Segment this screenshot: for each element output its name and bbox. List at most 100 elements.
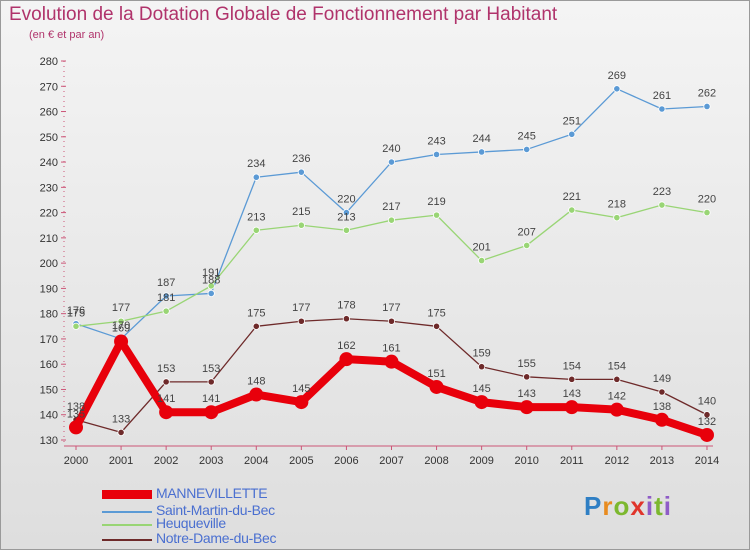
data-point [519, 400, 534, 415]
data-point [204, 405, 219, 420]
data-point [609, 402, 624, 417]
data-point [339, 352, 354, 367]
data-label: 218 [608, 199, 626, 211]
data-point [478, 257, 486, 265]
data-label: 135 [67, 408, 85, 420]
y-tick-label: 220 [40, 208, 58, 220]
data-point [162, 292, 170, 300]
data-point [162, 307, 170, 315]
data-label: 262 [698, 87, 716, 99]
x-tick-label: 2002 [154, 455, 178, 467]
chart-title: Evolution de la Dotation Globale de Fonc… [9, 4, 558, 25]
y-tick-label: 140 [40, 410, 58, 422]
data-label: 234 [247, 158, 265, 170]
x-tick-label: 2011 [560, 455, 584, 467]
y-tick-label: 130 [40, 435, 58, 447]
data-label: 159 [472, 348, 490, 360]
legend-swatch [102, 524, 152, 526]
data-label: 151 [427, 368, 445, 380]
chart-subtitle: (en € et par an) [29, 29, 105, 41]
x-tick-label: 2004 [244, 455, 268, 467]
data-label: 149 [653, 373, 671, 385]
data-label: 154 [563, 360, 581, 372]
data-point [117, 317, 125, 325]
data-label: 132 [698, 416, 716, 428]
x-tick-label: 2000 [64, 455, 88, 467]
data-point [342, 315, 351, 323]
data-point [432, 211, 441, 219]
data-point [523, 373, 531, 381]
data-label: 148 [247, 376, 265, 388]
data-label: 219 [427, 196, 445, 208]
data-label: 221 [563, 191, 581, 203]
data-label: 133 [112, 413, 130, 425]
data-label: 213 [337, 211, 355, 223]
y-tick-label: 270 [40, 81, 58, 93]
data-point [162, 378, 170, 386]
data-point [342, 209, 351, 217]
data-label: 177 [112, 302, 130, 314]
data-point [342, 226, 351, 234]
data-label: 243 [427, 135, 445, 147]
data-point [159, 405, 174, 420]
data-label: 244 [472, 133, 490, 145]
x-tick-label: 2006 [334, 455, 358, 467]
data-label: 176 [67, 305, 85, 317]
y-tick-label: 180 [40, 309, 58, 321]
data-point [658, 388, 666, 396]
data-label: 177 [292, 302, 310, 314]
data-point [72, 322, 80, 330]
data-label: 161 [382, 343, 400, 355]
y-tick-label: 260 [40, 107, 58, 119]
data-label: 261 [653, 90, 671, 102]
data-label: 223 [653, 186, 671, 198]
data-label: 191 [202, 267, 220, 279]
data-label: 141 [202, 393, 220, 405]
data-label: 153 [157, 363, 175, 375]
data-point [613, 375, 621, 383]
x-tick-label: 2012 [605, 455, 629, 467]
data-point [294, 395, 309, 410]
data-point [297, 168, 305, 176]
data-point [564, 400, 579, 415]
data-label: 220 [337, 194, 355, 206]
x-tick-label: 2014 [695, 455, 719, 467]
y-tick-label: 200 [40, 258, 58, 270]
data-label: 215 [292, 206, 310, 218]
data-point [297, 221, 305, 229]
legend-label: Heuqueville [156, 515, 226, 531]
data-label: 170 [112, 320, 130, 332]
y-tick-label: 150 [40, 384, 58, 396]
data-point [432, 150, 441, 159]
data-label: 188 [202, 274, 220, 286]
data-point [654, 412, 669, 427]
data-label: 177 [382, 302, 400, 314]
data-label: 141 [157, 393, 175, 405]
proxiti-logo: Proxiti [584, 491, 672, 521]
data-label: 143 [518, 388, 536, 400]
data-label: 138 [653, 401, 671, 413]
data-label: 251 [563, 115, 581, 127]
data-point [387, 216, 396, 224]
data-point [613, 214, 621, 222]
data-label: 155 [518, 358, 536, 370]
x-tick-label: 2001 [109, 455, 133, 467]
data-point [478, 363, 486, 371]
data-point [432, 322, 441, 330]
legend-label: Notre-Dame-du-Bec [156, 530, 277, 546]
data-label: 145 [292, 383, 310, 395]
data-point [568, 375, 576, 383]
y-tick-label: 210 [40, 233, 58, 245]
data-label: 220 [698, 194, 716, 206]
data-point [387, 317, 396, 325]
x-tick-label: 2003 [199, 455, 223, 467]
x-tick-label: 2013 [650, 455, 674, 467]
data-label: 143 [563, 388, 581, 400]
data-label: 162 [337, 340, 355, 352]
x-tick-label: 2007 [379, 455, 403, 467]
data-label: 181 [157, 292, 175, 304]
y-tick-label: 240 [40, 157, 58, 169]
legend-swatch [102, 539, 152, 541]
data-label: 236 [292, 153, 310, 165]
